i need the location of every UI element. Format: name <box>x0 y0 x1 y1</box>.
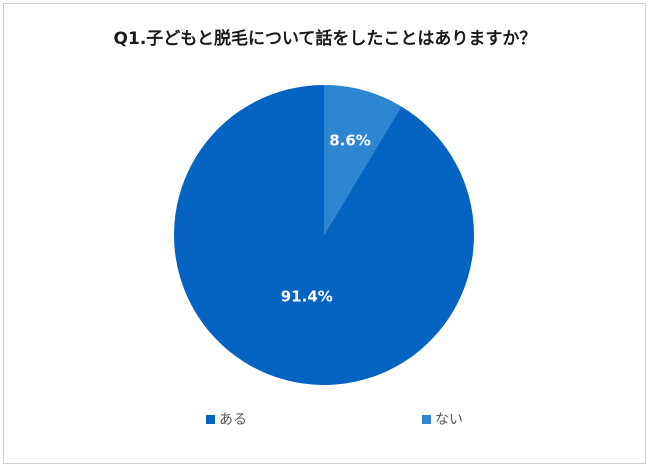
legend-item-aru: ある <box>206 409 247 429</box>
data-label-nai: 8.6% <box>329 132 371 150</box>
data-label-aru: 91.4% <box>281 288 333 306</box>
chart-title: Q1.子どもと脱毛について話をしたことはありますか？ <box>113 29 537 49</box>
legend-item-nai: ない <box>422 409 463 429</box>
legend-label-nai: ない <box>435 412 463 428</box>
pie-slice-nai <box>324 85 402 235</box>
legend-label-aru: ある <box>219 412 247 428</box>
legend-swatch-nai <box>422 414 431 424</box>
legend-swatch-aru <box>206 414 215 424</box>
pie-slice-aru <box>174 85 475 385</box>
legend: ある ない <box>0 409 650 433</box>
